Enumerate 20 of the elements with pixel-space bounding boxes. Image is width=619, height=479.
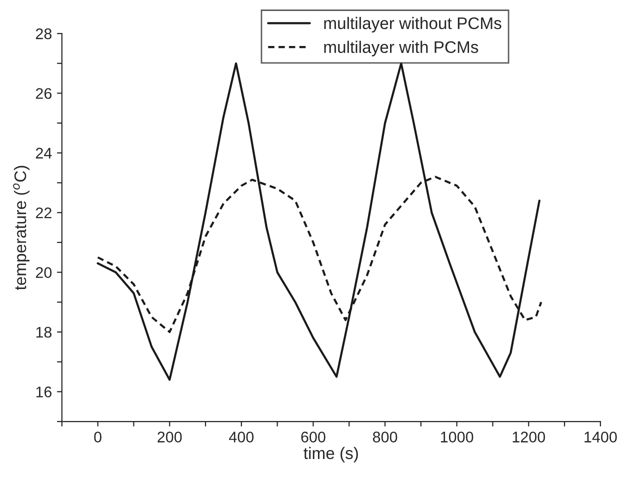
y-tick-label: 26 [36, 88, 52, 99]
legend-label: multilayer with PCMs [324, 40, 478, 56]
x-tick-label: 1000 [440, 432, 474, 442]
x-tick-label: 1400 [584, 432, 617, 442]
x-tick-label: 200 [158, 432, 182, 442]
line-series [96, 62, 540, 381]
x-tick-label: 600 [301, 432, 326, 442]
y-tick-label: 24 [36, 148, 52, 158]
y-tick-label: 28 [36, 28, 52, 40]
x-tick-label: 800 [372, 432, 398, 442]
x-tick-label: 0 [94, 432, 102, 442]
y-axis-title: temperature ($^{o}$C) [13, 166, 30, 290]
legend-label: multilayer without PCMs [324, 16, 502, 32]
x-tick-label: 1200 [512, 432, 546, 442]
y-tick-label: 18 [36, 326, 52, 338]
x-tick-label: 400 [229, 432, 254, 442]
x-axis-title: time (s) [304, 446, 358, 462]
y-tick-label: 22 [36, 207, 52, 218]
y-tick-label: 20 [36, 267, 52, 278]
y-tick-label: 16 [36, 386, 52, 398]
